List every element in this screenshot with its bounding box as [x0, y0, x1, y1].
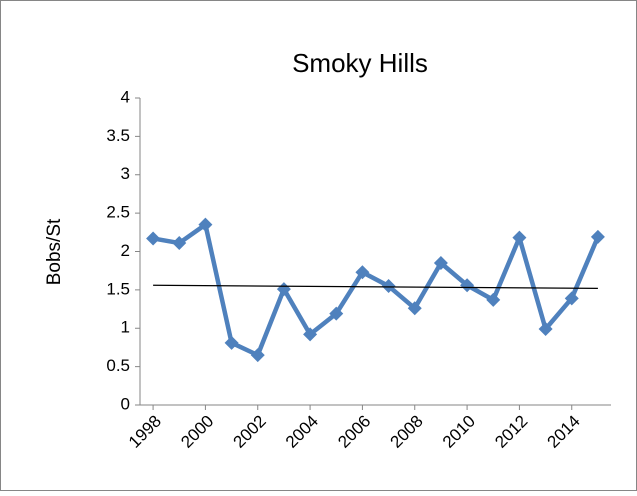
marker	[355, 265, 370, 280]
marker	[198, 217, 213, 232]
marker	[538, 322, 553, 337]
y-axis-label: Bobs/St	[44, 218, 65, 285]
marker	[407, 301, 422, 316]
y-tick-label: 2.5	[106, 203, 130, 222]
y-tick-label: 1.5	[106, 279, 130, 298]
marker	[590, 229, 605, 244]
marker	[460, 278, 475, 293]
y-tick-label: 1	[121, 318, 130, 337]
marker	[486, 292, 501, 307]
trendline	[153, 284, 598, 289]
y-tick-label: 3.5	[106, 126, 130, 145]
marker	[172, 236, 187, 251]
chart-title: Smoky Hills	[292, 48, 428, 78]
marker	[250, 348, 265, 363]
y-tick-label: 0	[121, 394, 130, 413]
marker	[224, 335, 239, 350]
line	[152, 222, 600, 358]
y-tick-label: 0.5	[106, 356, 130, 375]
y-tick-label: 4	[121, 87, 130, 106]
marker	[329, 306, 344, 321]
marker	[512, 230, 527, 245]
marker	[146, 231, 161, 246]
marker	[303, 327, 318, 342]
marker	[381, 279, 396, 294]
marker	[433, 256, 448, 271]
y-tick-label: 2	[121, 241, 130, 260]
y-tick-label: 3	[121, 164, 130, 183]
marker	[564, 291, 579, 306]
